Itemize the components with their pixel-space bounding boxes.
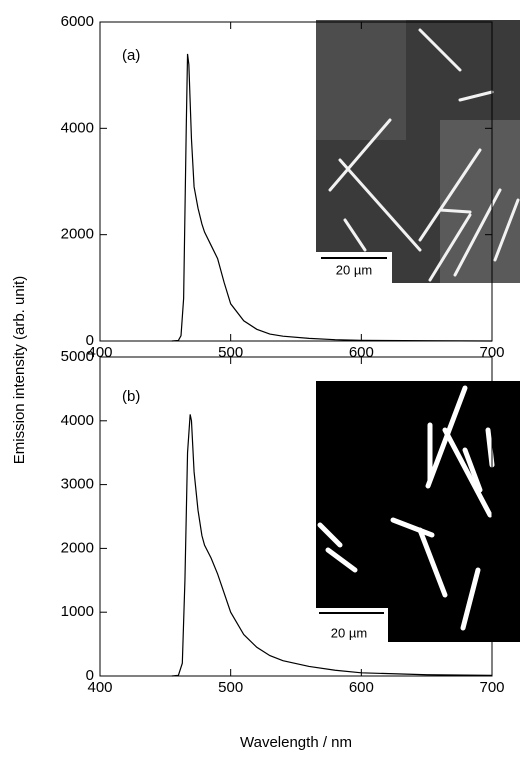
- x-tick-label: 700: [479, 679, 504, 696]
- y-axis-label: Emission intensity (arb. unit): [11, 276, 28, 464]
- y-tick-label: 2000: [61, 226, 94, 243]
- y-tick-label: 1000: [61, 603, 94, 620]
- x-tick-label: 500: [218, 679, 243, 696]
- x-axis-label: Wavelength / nm: [240, 734, 352, 751]
- chart: 20 µm 20 µm (a) (b) Emission intensity (…: [0, 0, 520, 754]
- inset-micrograph: [316, 381, 520, 642]
- y-tick-label: 0: [86, 667, 94, 684]
- x-tick-label: 600: [349, 679, 374, 696]
- y-tick-label: 4000: [61, 119, 94, 136]
- y-tick-label: 4000: [61, 412, 94, 429]
- scale-bar-label: 20 µm: [331, 625, 367, 640]
- scale-bar-label: 20 µm: [336, 262, 372, 277]
- y-tick-label: 3000: [61, 476, 94, 493]
- y-tick-label: 2000: [61, 539, 94, 556]
- y-tick-label: 0: [86, 332, 94, 349]
- y-tick-label: 6000: [61, 13, 94, 30]
- inset-micrograph: [316, 20, 520, 283]
- panel-label: (b): [122, 388, 140, 405]
- panel-label: (a): [122, 47, 140, 64]
- y-tick-label: 5000: [61, 348, 94, 365]
